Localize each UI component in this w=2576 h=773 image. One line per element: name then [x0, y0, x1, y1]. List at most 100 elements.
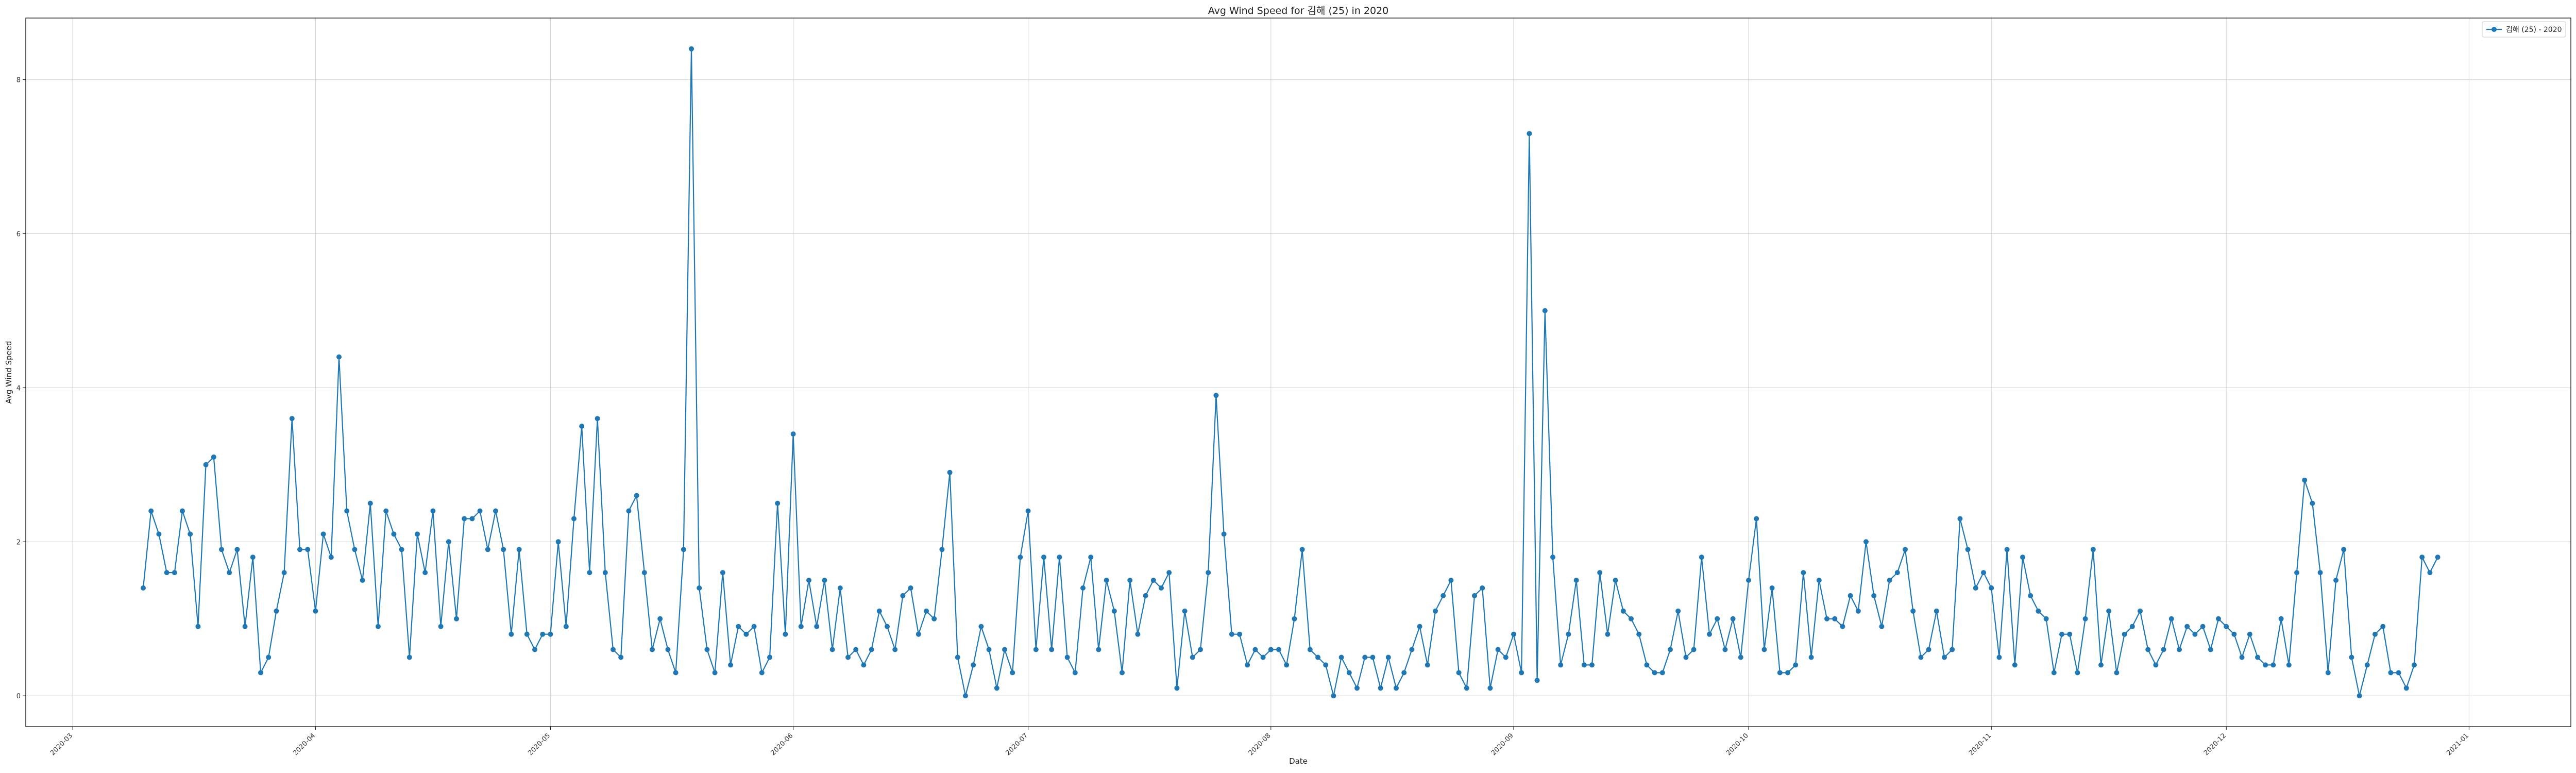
data-point [885, 624, 890, 629]
data-point [211, 454, 216, 460]
data-point [1973, 585, 1978, 591]
data-point [1769, 585, 1775, 591]
data-point [148, 508, 154, 514]
data-point [767, 654, 772, 660]
data-point [1394, 685, 1399, 691]
data-point [422, 570, 428, 576]
data-point [1699, 554, 1704, 560]
data-point [1691, 647, 1697, 652]
data-point [1793, 662, 1799, 668]
data-point [971, 662, 976, 668]
data-point [790, 431, 796, 437]
data-point [665, 647, 671, 652]
x-tick-label: 2020-06 [769, 732, 794, 757]
data-point [712, 670, 718, 676]
data-point [829, 647, 835, 652]
y-tick-label: 0 [16, 693, 21, 700]
data-point [164, 570, 170, 576]
data-point [775, 500, 781, 506]
data-point [2138, 608, 2143, 614]
data-point [1245, 662, 1250, 668]
data-point [869, 647, 874, 652]
data-point [1722, 647, 1728, 652]
data-point [611, 647, 616, 652]
data-point [454, 616, 459, 621]
data-point [2122, 631, 2127, 637]
data-point [2380, 624, 2386, 629]
data-point [2325, 670, 2331, 676]
data-point [1120, 670, 1125, 676]
data-point [1942, 654, 1947, 660]
x-tick-label: 2020-07 [1004, 732, 1029, 757]
data-point [1668, 647, 1673, 652]
data-point [2028, 593, 2033, 598]
data-point [751, 624, 757, 629]
data-point [1480, 585, 1485, 591]
data-point [1761, 647, 1767, 652]
data-point [180, 508, 185, 514]
data-point [939, 547, 945, 552]
data-point [2114, 670, 2120, 676]
data-point [1981, 570, 1986, 576]
data-point [1057, 554, 1062, 560]
data-point [1589, 662, 1595, 668]
data-point [320, 531, 326, 537]
x-tick-label: 2020-05 [527, 732, 552, 757]
data-point [2302, 477, 2308, 483]
data-point [2286, 662, 2292, 668]
data-point [469, 516, 475, 522]
series-line [142, 48, 2438, 696]
data-point [1511, 631, 1516, 637]
x-tick-label: 2020-11 [1968, 732, 1993, 757]
data-point [1620, 608, 1626, 614]
data-point [1166, 570, 1172, 576]
data-point [2036, 608, 2041, 614]
data-point [1182, 608, 1188, 614]
data-point [1064, 654, 1070, 660]
data-point [1260, 654, 1266, 660]
data-point [1401, 670, 1407, 676]
data-point [172, 570, 177, 576]
data-point [853, 647, 859, 652]
data-point [2255, 654, 2260, 660]
y-tick-label: 6 [16, 230, 21, 238]
data-point [1252, 647, 1258, 652]
data-point [2145, 647, 2151, 652]
x-tick-label: 2020-08 [1247, 732, 1273, 757]
y-tick-label: 8 [16, 77, 21, 85]
data-point [1307, 647, 1313, 652]
x-tick-label: 2020-12 [2202, 732, 2228, 757]
data-point [2168, 616, 2174, 621]
data-point [1206, 570, 1211, 576]
data-point [1464, 685, 1469, 691]
data-point [391, 531, 397, 537]
data-point [1174, 685, 1180, 691]
data-point [352, 547, 358, 552]
data-point [2341, 547, 2347, 552]
data-point [806, 578, 811, 583]
data-point [219, 547, 224, 552]
legend-marker-swatch [2492, 27, 2497, 32]
data-point [430, 508, 436, 514]
x-axis-label: Date [1289, 757, 1308, 766]
data-point [1111, 608, 1117, 614]
grid-lines [26, 18, 2571, 727]
data-point [1018, 554, 1023, 560]
data-point [2388, 670, 2394, 676]
data-point [837, 585, 843, 591]
data-point [595, 416, 600, 422]
data-point [602, 570, 608, 576]
data-point [2051, 670, 2057, 676]
data-point [2020, 554, 2025, 560]
data-point [916, 631, 921, 637]
data-point [2106, 608, 2112, 614]
data-point [1605, 631, 1611, 637]
data-point [367, 500, 373, 506]
data-point [814, 624, 820, 629]
data-point [1754, 516, 1759, 522]
data-point [673, 670, 679, 676]
data-point [1644, 662, 1650, 668]
data-point [1550, 554, 1555, 560]
data-point [195, 624, 201, 629]
